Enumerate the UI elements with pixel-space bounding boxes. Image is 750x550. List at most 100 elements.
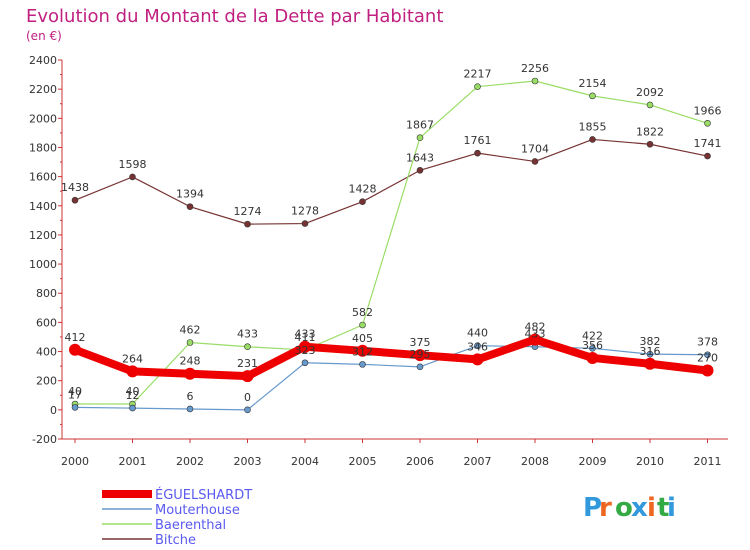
y-tick-label: 2200 xyxy=(29,83,57,96)
y-tick-label: 1600 xyxy=(29,171,57,184)
data-label: 316 xyxy=(640,345,661,358)
data-label: 1855 xyxy=(579,120,607,133)
data-point xyxy=(186,339,194,346)
logo-letter: x xyxy=(631,493,648,523)
data-point xyxy=(529,333,541,346)
data-point xyxy=(471,353,484,366)
x-tick-label: 2010 xyxy=(636,455,664,468)
x-tick-label: 2002 xyxy=(176,455,204,468)
y-tick-label: 2000 xyxy=(29,112,57,125)
x-tick-label: 2008 xyxy=(521,455,549,468)
y-tick-label: 1000 xyxy=(29,258,57,271)
data-labels: 412 264 248 231 433 405 375 346 482 356 316 270 17 12… xyxy=(61,62,722,404)
series-line-bitche xyxy=(74,138,709,225)
data-point xyxy=(244,406,251,414)
data-label: 433 xyxy=(295,328,316,341)
logo-letter: i xyxy=(667,493,676,523)
y-tick-label: 2400 xyxy=(29,54,57,67)
data-label: 440 xyxy=(467,327,488,340)
y-tick-label: 600 xyxy=(36,316,57,329)
data-label: 1598 xyxy=(119,158,147,171)
data-point xyxy=(129,404,136,412)
data-label: 2154 xyxy=(579,77,607,90)
data-point xyxy=(356,344,369,357)
data-point xyxy=(531,158,539,165)
x-tick-label: 2006 xyxy=(406,455,434,468)
data-point xyxy=(414,349,426,362)
data-label: 40 xyxy=(68,385,82,398)
axes: -200020040060080010001200140016001800200… xyxy=(29,54,728,468)
data-point xyxy=(244,343,251,351)
data-label: 323 xyxy=(295,344,316,357)
y-tick-label: 1800 xyxy=(29,141,57,154)
x-tick-label: 2004 xyxy=(291,455,319,468)
y-tick-label: 0 xyxy=(50,404,57,417)
x-tick-label: 2000 xyxy=(61,455,89,468)
data-label: 1741 xyxy=(694,137,722,150)
chart-subtitle: (en €) xyxy=(26,29,62,43)
x-tick-label: 2001 xyxy=(119,455,147,468)
x-tick-label: 2003 xyxy=(234,455,262,468)
data-point xyxy=(474,149,481,157)
series-line-baerenthal xyxy=(74,80,709,405)
data-label: 231 xyxy=(237,357,258,370)
data-point xyxy=(359,198,366,205)
data-point xyxy=(701,364,714,377)
data-label: 40 xyxy=(126,385,140,398)
data-label: 248 xyxy=(180,355,201,368)
y-tick-label: 400 xyxy=(36,346,57,359)
data-label: 1704 xyxy=(521,142,549,155)
data-label: 482 xyxy=(525,321,546,334)
data-label: 312 xyxy=(352,345,373,358)
data-label: 462 xyxy=(180,324,201,337)
data-label: 1761 xyxy=(464,134,492,147)
chart-title: Evolution du Montant de la Dette par Hab… xyxy=(26,6,443,27)
x-tick-label: 2011 xyxy=(694,455,722,468)
data-point xyxy=(531,77,539,85)
data-label: 346 xyxy=(467,340,488,353)
data-point xyxy=(244,220,251,228)
data-label: 2217 xyxy=(464,68,492,81)
y-tick-label: 200 xyxy=(36,375,57,388)
data-point xyxy=(69,343,81,356)
data-label: 1428 xyxy=(349,183,377,196)
y-tick-label: 1200 xyxy=(29,229,57,242)
data-label: 378 xyxy=(697,336,718,349)
series-layer xyxy=(69,77,714,414)
data-point xyxy=(359,361,366,368)
data-point xyxy=(241,370,254,383)
x-tick-label: 2005 xyxy=(349,455,377,468)
y-tick-label: -200 xyxy=(32,433,57,446)
data-label: 1274 xyxy=(234,205,262,218)
data-label: 382 xyxy=(640,335,661,348)
data-label: 1867 xyxy=(406,119,434,132)
data-point xyxy=(586,351,599,364)
y-tick-label: 800 xyxy=(36,287,57,300)
data-label: 375 xyxy=(410,336,431,349)
data-point xyxy=(71,404,79,411)
data-point xyxy=(644,357,656,370)
data-label: 295 xyxy=(410,348,431,361)
data-label: 422 xyxy=(582,329,603,342)
data-point xyxy=(646,101,654,109)
data-label: 433 xyxy=(237,328,258,341)
data-label: 0 xyxy=(244,391,251,404)
data-label: 582 xyxy=(352,306,373,319)
data-label: 405 xyxy=(352,332,373,345)
data-point xyxy=(416,167,424,174)
data-label: 270 xyxy=(697,351,718,364)
data-point xyxy=(474,83,481,90)
logo-letter: P xyxy=(583,493,602,523)
data-label: 6 xyxy=(187,390,194,403)
data-label: 2256 xyxy=(521,62,549,75)
data-point xyxy=(129,173,136,181)
logo-letter: o xyxy=(615,493,633,523)
data-point xyxy=(416,363,424,371)
data-point xyxy=(646,350,654,358)
data-point xyxy=(359,321,366,329)
data-point xyxy=(704,152,711,160)
data-label: 12 xyxy=(126,389,140,402)
